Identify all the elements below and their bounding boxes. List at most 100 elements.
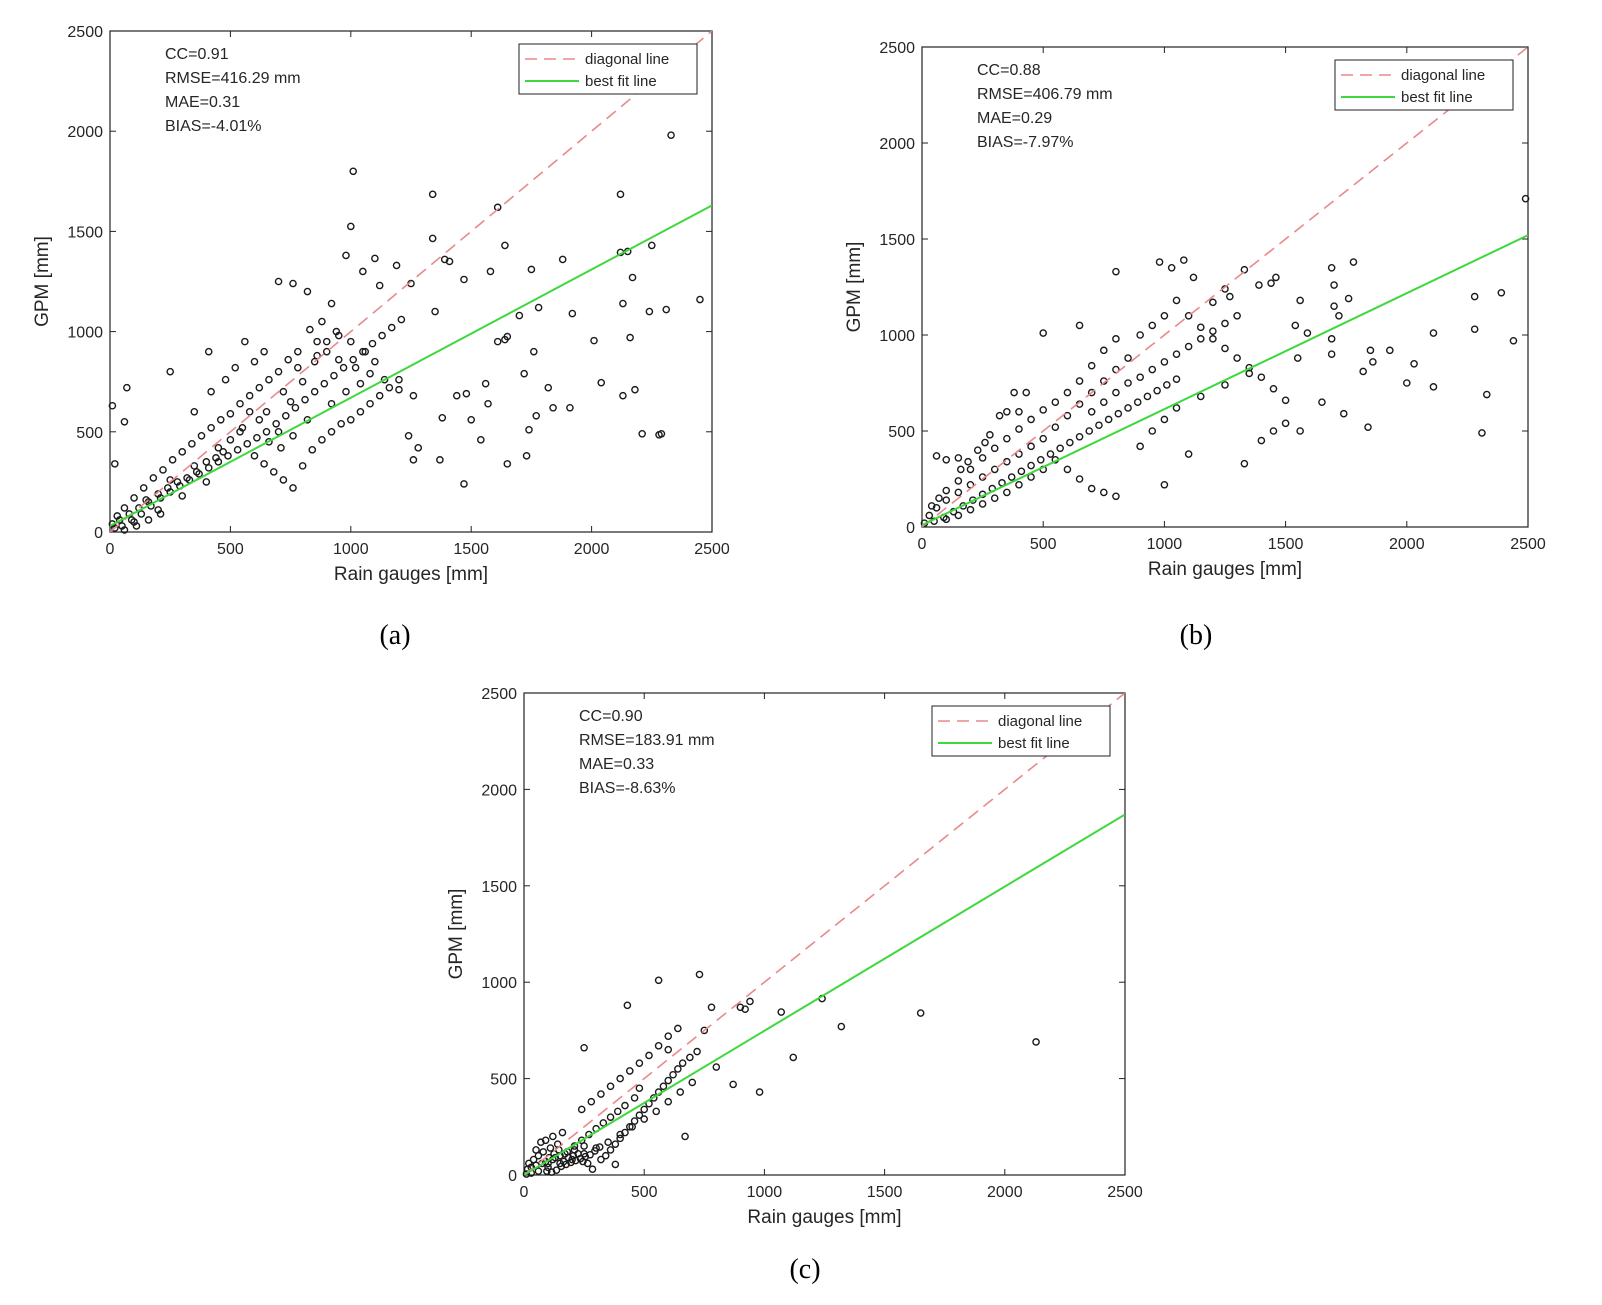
data-point [460,275,468,284]
y-tick-label: 0 [94,525,103,542]
data-point [1521,194,1530,203]
data-point [342,387,350,396]
data-point [202,478,211,486]
data-point [339,363,348,372]
data-point [327,427,336,436]
data-point [595,1143,604,1151]
data-point [1209,335,1217,343]
data-point [606,1146,615,1154]
data-point [1100,398,1108,407]
y-tick-label: 1000 [67,325,103,342]
data-point [577,1136,586,1145]
data-point [1100,346,1108,355]
data-point [375,281,384,290]
data-point [681,1132,689,1141]
data-point [1112,335,1120,343]
data-point [1136,442,1144,451]
data-point [395,375,403,384]
data-point [1136,373,1144,382]
x-tick-label: 2500 [1107,1184,1143,1201]
best-fit-line [922,234,1528,526]
diagonal-line [524,693,1125,1175]
data-point [1003,488,1011,497]
data-point [332,327,341,336]
data-point [587,1097,596,1106]
data-point [289,279,297,288]
data-point [1269,427,1278,435]
x-tick-label: 500 [631,1184,658,1201]
data-point [298,377,307,386]
data-point [149,474,158,482]
data-point [522,1170,531,1178]
chart-panel-a: 0 500 1000 1500 2000 2500 0 500 1000 1500 2000 2500… [32,24,730,651]
data-point [631,385,639,394]
data-point [356,407,365,416]
data-point [932,452,941,460]
stat-text: RMSE=406.79 mm [977,86,1113,103]
data-point [549,403,557,412]
data-point [789,1053,798,1062]
x-tick-label: 1500 [1268,536,1304,553]
data-point [1153,386,1161,395]
y-tick-label: 2500 [481,686,517,703]
data-point [669,1070,677,1079]
data-point [392,261,401,270]
data-point [346,222,355,231]
stat-text: MAE=0.33 [579,756,654,773]
data-point [1330,281,1338,289]
best-fit-line [524,813,1125,1175]
data-point [294,347,302,356]
data-point [597,1090,605,1098]
data-point [527,265,536,274]
data-point [371,254,379,263]
data-point [1209,298,1217,307]
data-point [159,466,167,474]
data-point [366,399,374,408]
legend-bestfit-label: best fit line [998,735,1070,752]
data-point [1172,404,1181,412]
data-point [1221,344,1229,353]
data-point [207,423,215,432]
data-point [327,399,336,408]
data-point [436,456,444,464]
data-point [279,476,288,484]
data-point [590,336,598,345]
data-point [156,510,165,518]
data-point [1470,292,1479,301]
data-point [1269,384,1278,393]
data-point [1148,427,1157,435]
x-tick-label: 1000 [747,1184,783,1201]
data-point [1015,407,1023,416]
x-tick-label: 0 [918,536,927,553]
data-point [635,1084,644,1093]
data-point [204,347,213,356]
data-point [108,401,117,410]
data-point [120,417,129,426]
data-point [202,458,211,466]
data-point [1318,398,1326,407]
data-point [696,295,704,304]
data-point [212,454,220,462]
y-tick-label: 1000 [879,328,915,345]
y-tick-label: 1500 [67,224,103,241]
data-point [1257,373,1266,382]
data-point [301,395,309,404]
data-point [351,363,360,372]
data-point [346,337,355,346]
x-tick-label: 1500 [453,541,489,558]
stat-text: MAE=0.31 [165,94,240,111]
data-point [1226,292,1234,301]
data-point [973,446,982,455]
data-point [178,492,187,500]
data-point [1160,311,1169,320]
data-point [1482,390,1491,399]
data-point [387,323,396,332]
data-point [522,452,531,460]
data-point [1303,329,1312,337]
data-point [1240,459,1249,468]
data-point [216,415,225,424]
data-point [1133,398,1142,407]
data-point [599,1119,608,1127]
data-point [544,383,553,392]
x-tick-label: 1500 [867,1184,903,1201]
